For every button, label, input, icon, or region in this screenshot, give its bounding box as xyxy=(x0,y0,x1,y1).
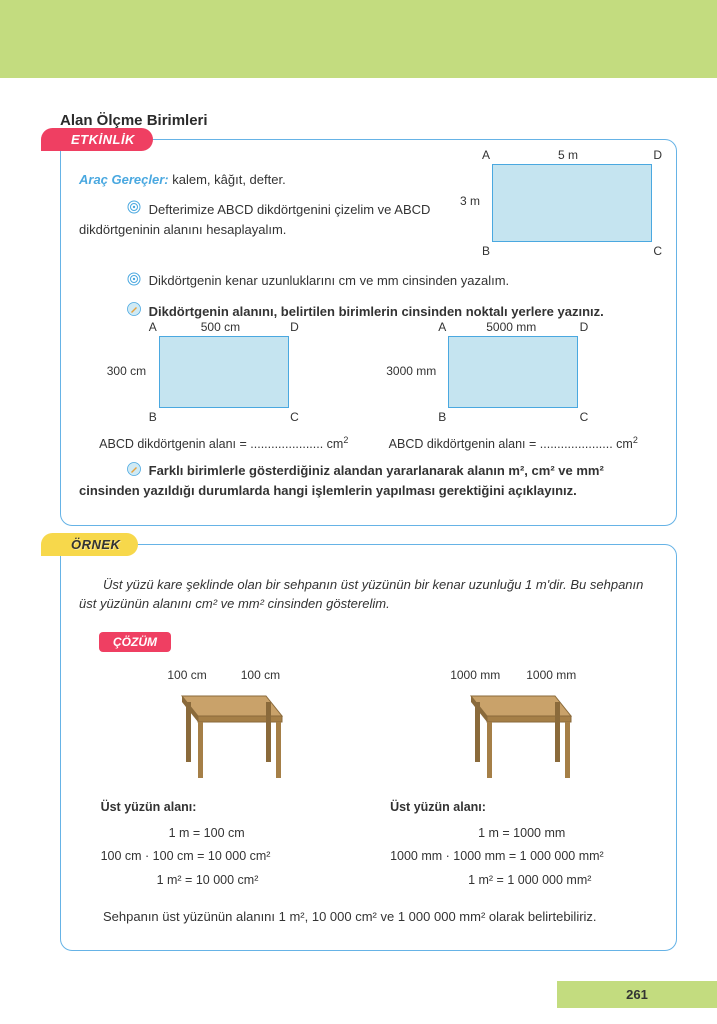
example-problem: Üst yüzü kare şeklinde olan bir sehpanın… xyxy=(79,575,658,614)
materials-label: Araç Gereçler: xyxy=(79,172,169,187)
rectangle-abcd-m: A D B C 5 m 3 m xyxy=(492,164,652,242)
table-drawing xyxy=(91,686,357,786)
activity-tag: ETKİNLİK xyxy=(41,128,153,151)
page-number-bar: 261 xyxy=(0,981,717,1008)
page-content: Alan Ölçme Birimleri ETKİNLİK Araç Gereç… xyxy=(0,78,717,951)
page-number: 261 xyxy=(557,981,717,1008)
spiral-icon xyxy=(103,272,141,292)
pencil-icon xyxy=(103,462,141,482)
line2-text: Dikdörtgenin alanını, belirtilen birimle… xyxy=(149,304,604,319)
area-mm-line: ABCD dikdörtgenin alanı = ..............… xyxy=(389,435,638,451)
rect-cm-col: A D B C 500 cm 300 cm ABCD dikdörtgenin … xyxy=(99,336,348,451)
rect-mm-col: A D B C 5000 mm 3000 mm ABCD dikdörtgeni… xyxy=(389,336,638,451)
solution-tag: ÇÖZÜM xyxy=(99,632,171,652)
pencil-icon xyxy=(103,302,141,322)
example-box: ÖRNEK Üst yüzü kare şeklinde olan bir se… xyxy=(60,544,677,952)
table-drawing xyxy=(380,686,646,786)
area-cm-line: ABCD dikdörtgenin alanı = ..............… xyxy=(99,435,348,451)
example-conclusion: Sehpanın üst yüzünün alanını 1 m², 10 00… xyxy=(79,907,658,927)
example-tag: ÖRNEK xyxy=(41,533,138,556)
page-title: Alan Ölçme Birimleri xyxy=(60,112,677,129)
materials-text: kalem, kâğıt, defter. xyxy=(169,172,286,187)
header-band xyxy=(0,0,717,78)
final-para: Farklı birimlerle gösterdiğiniz alandan … xyxy=(79,463,604,498)
line1-text: Dikdörtgenin kenar uzunluklarını cm ve m… xyxy=(149,273,510,288)
spiral-icon xyxy=(103,200,141,220)
activity-box: ETKİNLİK Araç Gereçler: kalem, kâğıt, de… xyxy=(60,139,677,526)
table-mm-col: 1000 mm 1000 mm Üst yüzün alanı xyxy=(380,668,646,893)
table-cm-col: 100 cm 100 cm Üst yüzün alanı: xyxy=(91,668,357,893)
